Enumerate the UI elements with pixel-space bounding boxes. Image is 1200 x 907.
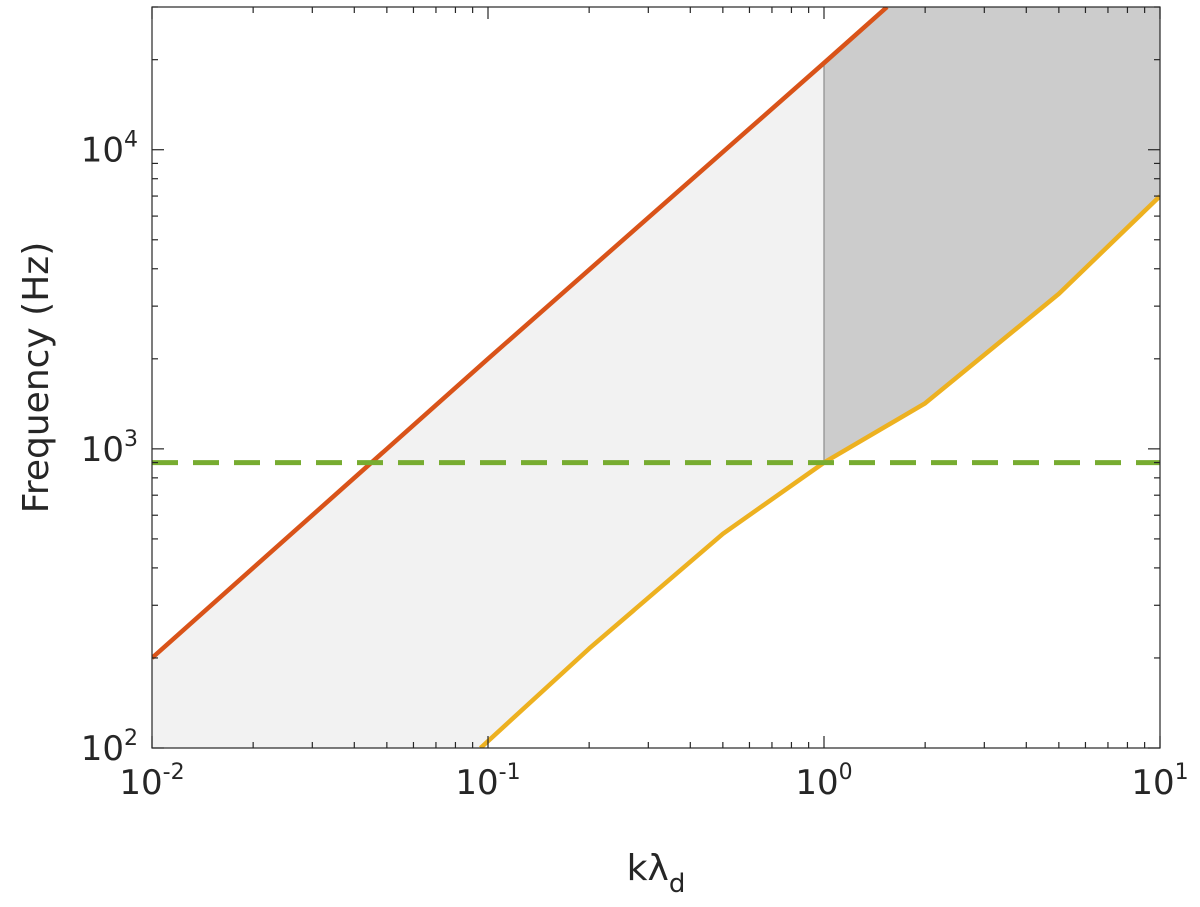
x-axis-label: kλd xyxy=(627,848,686,899)
y-tick-label: 104 xyxy=(81,128,138,171)
light-region xyxy=(152,63,824,748)
plot-frame xyxy=(151,6,1161,749)
upper-line-series xyxy=(152,7,889,660)
x-axis-label-base: kλ xyxy=(627,848,669,889)
axis-ticks xyxy=(151,6,1161,749)
y-tick-label: 102 xyxy=(81,726,138,769)
x-tick-label: 10-2 xyxy=(119,760,184,803)
x-tick-label: 100 xyxy=(795,760,852,803)
x-axis-label-sub: d xyxy=(669,869,686,899)
series-lines xyxy=(152,7,1160,748)
tick-labels: 10-2 10-1 100 101 102 103 104 xyxy=(81,128,1189,803)
y-axis-label: Frequency (Hz) xyxy=(16,242,57,513)
x-tick-label: 10-1 xyxy=(455,760,520,803)
y-tick-label: 103 xyxy=(81,427,138,470)
x-tick-label: 101 xyxy=(1131,760,1188,803)
shaded-regions xyxy=(152,7,1160,748)
dark-region xyxy=(824,7,1160,463)
